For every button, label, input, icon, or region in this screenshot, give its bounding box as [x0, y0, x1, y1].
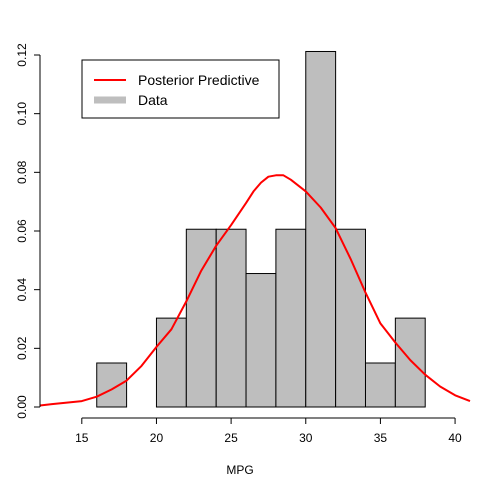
histogram-bar-8 [335, 228, 366, 408]
density-curve-line [39, 174, 471, 407]
x-tick-label-5: 40 [448, 431, 462, 445]
histogram-bar-4 [215, 228, 247, 408]
x-tick-label-3: 30 [299, 431, 313, 445]
x-tick-label-4: 35 [374, 431, 388, 445]
y-tick-label-6: 0.12 [15, 43, 29, 67]
y-tick-label-2: 0.04 [15, 278, 29, 302]
legend-label-posterior-predictive: Posterior Predictive [138, 72, 260, 88]
histogram-bar-2 [155, 317, 187, 408]
y-tick-label-3: 0.06 [15, 219, 29, 243]
histogram-bar-10 [394, 317, 426, 408]
y-tick-label-0: 0.00 [15, 395, 29, 419]
y-axis: 0.00 0.02 0.04 0.06 0.08 0.10 0.12 [15, 43, 41, 419]
density-curve-layer [39, 174, 471, 407]
histogram-bar-0 [96, 362, 128, 408]
y-tick-label-1: 0.02 [15, 336, 29, 360]
y-tick-label-4: 0.08 [15, 160, 29, 184]
histogram-bar-7 [305, 50, 337, 408]
x-axis-title: MPG [226, 463, 253, 477]
histogram-bars [96, 50, 426, 408]
histogram-bar-3 [185, 228, 217, 408]
legend-label-data: Data [138, 92, 168, 108]
histogram-bar-5 [245, 273, 277, 408]
x-axis: 15 20 25 30 35 40 [75, 417, 462, 445]
x-tick-label-1: 20 [150, 431, 164, 445]
y-tick-label-5: 0.10 [15, 102, 29, 126]
histogram-bar-9 [364, 362, 396, 408]
x-tick-label-2: 25 [224, 431, 238, 445]
histogram-bar-6 [275, 228, 307, 408]
x-tick-label-0: 15 [75, 431, 89, 445]
legend-box [81, 59, 280, 119]
legend: Posterior Predictive Data [81, 59, 280, 119]
